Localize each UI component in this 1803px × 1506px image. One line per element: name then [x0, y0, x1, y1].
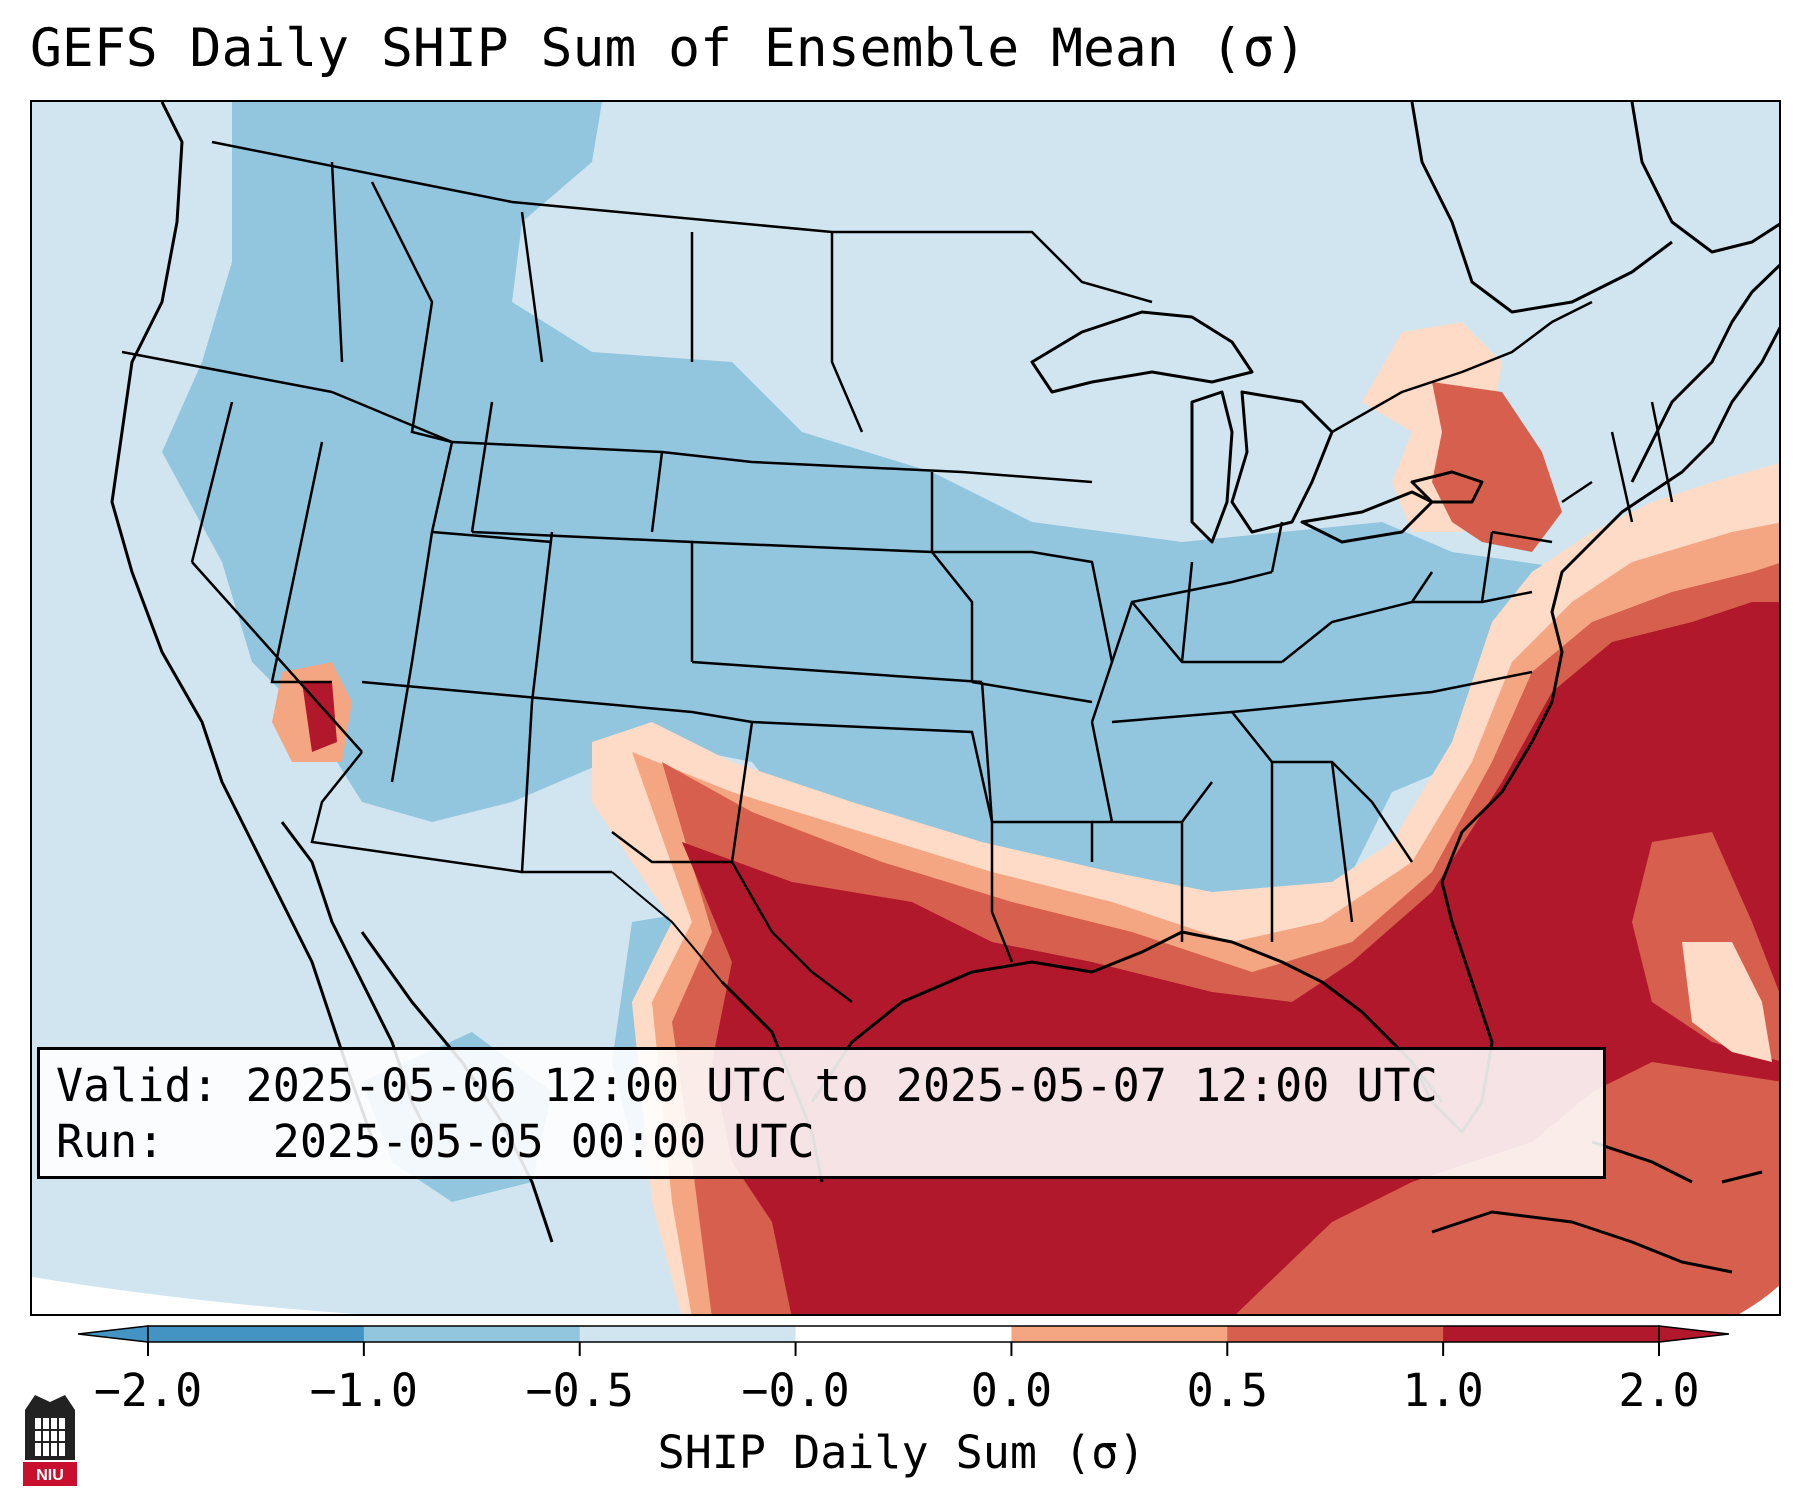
colorbar-label: SHIP Daily Sum (σ) [657, 1426, 1146, 1479]
colorbar-extend-max [1658, 1325, 1730, 1343]
logo-text: NIU [36, 1467, 64, 1484]
projection-edge [32, 1277, 357, 1314]
valid-time-value: 2025-05-06 12:00 UTC to 2025-05-07 12:00… [245, 1059, 1438, 1112]
colorbar-tick-label: 0.0 [970, 1364, 1053, 1417]
colorbar-segment [148, 1326, 365, 1342]
run-label: Run: [56, 1115, 165, 1168]
colorbar-tick-label: 0.5 [1186, 1364, 1268, 1417]
field-region-warm-nevada-core [302, 682, 337, 752]
valid-label: Valid: [56, 1059, 219, 1112]
colorbar-outline [147, 1325, 1660, 1343]
colorbar-tick-label: −0.0 [741, 1364, 850, 1417]
colorbar-segments [77, 1325, 1730, 1343]
colorbar-segment [579, 1326, 797, 1342]
field-region-warm-atlantic-light [1682, 942, 1772, 1062]
chart-title: GEFS Daily SHIP Sum of Ensemble Mean (σ) [30, 18, 1307, 79]
field-region-northwest [232, 212, 392, 382]
colorbar-extend-min [77, 1325, 149, 1343]
colorbar-ticks [147, 1342, 1660, 1356]
colorbar-tick-label: 2.0 [1618, 1364, 1700, 1417]
colorbar [77, 1325, 1730, 1356]
run-time-value: 2025-05-05 00:00 UTC [272, 1115, 815, 1168]
state-borders [121, 140, 1674, 1003]
colorbar-tick-label: 1.0 [1402, 1364, 1484, 1417]
colorbar-segment-neutral [795, 1326, 1012, 1342]
colorbar-tick-label: −0.5 [525, 1364, 634, 1417]
colorbar-segment [1443, 1326, 1660, 1342]
projection-edge-right [1739, 1285, 1779, 1314]
valid-run-info-box: Valid: 2025-05-06 12:00 UTC to 2025-05-0… [37, 1047, 1606, 1179]
colorbar-segment [1227, 1326, 1444, 1342]
niu-logo: NIU [23, 1395, 77, 1486]
colorbar-segment [1011, 1326, 1228, 1342]
logo-band [23, 1462, 77, 1486]
field-region-west [162, 102, 1592, 1002]
mexico-borders [611, 871, 723, 983]
colorbar-segment [363, 1326, 581, 1342]
field-region-warm-northeast [1432, 382, 1562, 552]
colorbar-tick-label: −1.0 [309, 1364, 419, 1417]
colorbar-tick-label: −2.0 [93, 1364, 203, 1417]
